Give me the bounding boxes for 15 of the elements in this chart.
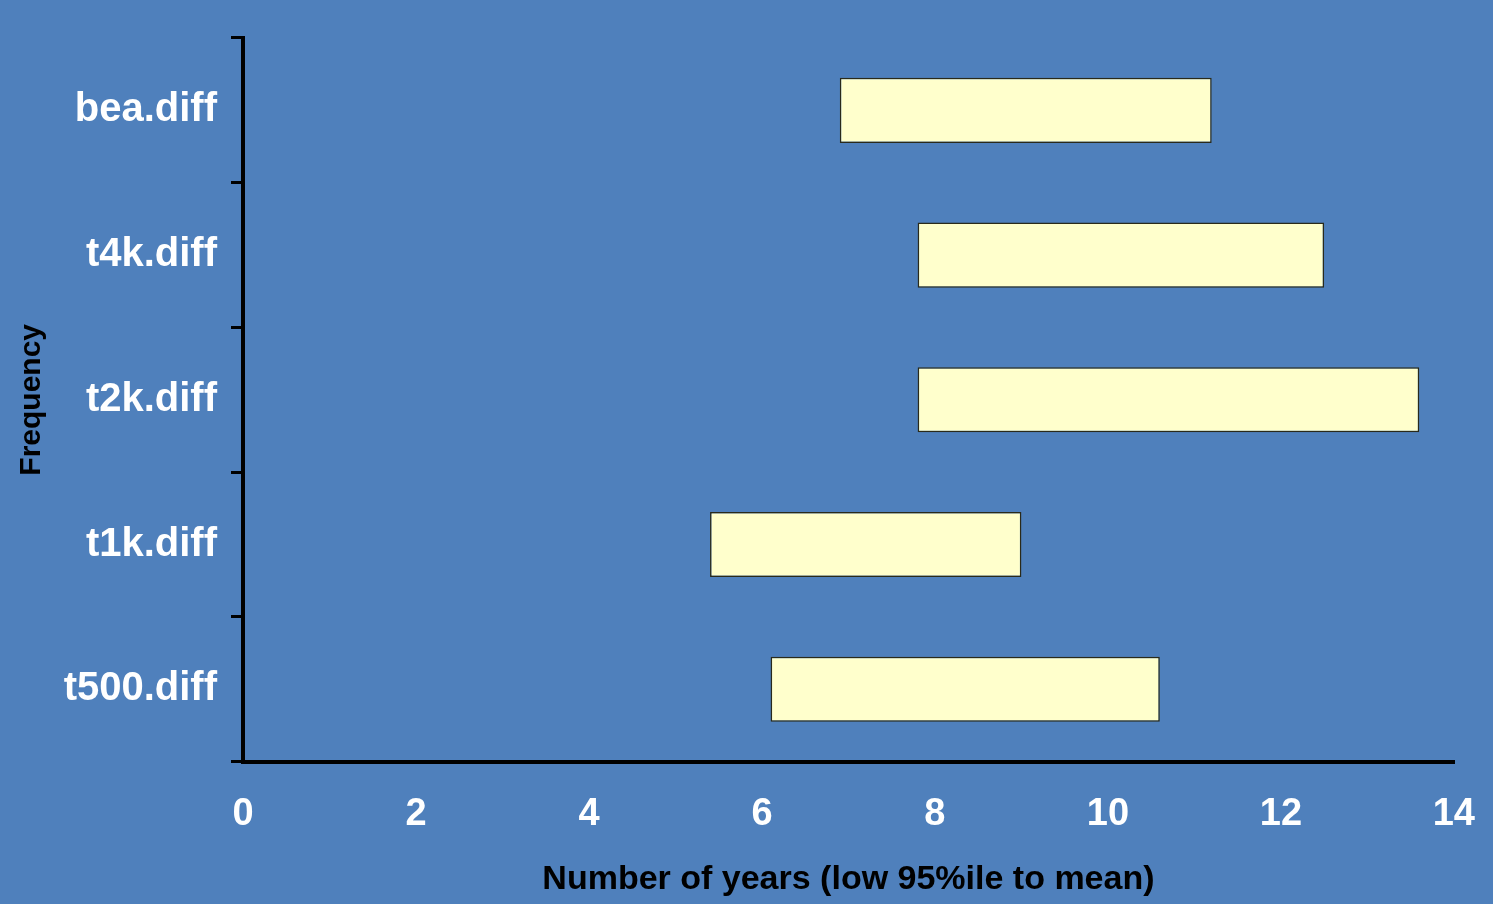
x-tick-label: 4 — [578, 790, 600, 833]
x-tick-label: 0 — [232, 790, 254, 833]
x-tick-label: 12 — [1259, 790, 1303, 833]
y-tick-label: t1k.diff — [85, 519, 218, 564]
x-tick-label: 10 — [1086, 790, 1130, 833]
x-tick-label: 2 — [405, 790, 427, 833]
y-axis-title: Frequency — [13, 323, 47, 476]
y-tick-label: t500.diff — [63, 664, 218, 709]
y-tick-label: t2k.diff — [85, 374, 218, 419]
x-tick-label: 6 — [751, 790, 773, 833]
y-tick-label: t4k.diff — [85, 230, 218, 275]
x-tick-label: 8 — [924, 790, 946, 833]
x-axis-title: Number of years (low 95%ile to mean) — [542, 857, 1155, 896]
y-tick-label: bea.diff — [74, 85, 218, 130]
x-tick-label: 14 — [1432, 790, 1476, 833]
